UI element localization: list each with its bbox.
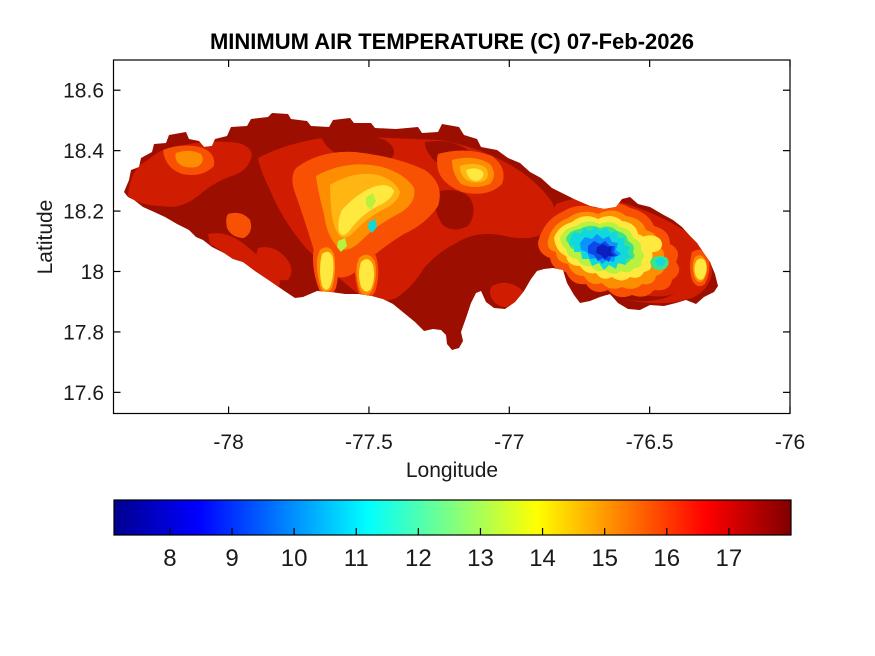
colorbar-tick-label: 14 (529, 545, 556, 572)
colorbar (113, 499, 792, 536)
y-tick-label: 18.6 (63, 80, 104, 103)
x-tick-label: -77.5 (345, 431, 393, 454)
contour-darkred-center-right (434, 190, 474, 230)
contour-ygreen-central-sliver-1 (366, 193, 376, 210)
contour-redorange-sw-small (226, 212, 252, 238)
contour-ygreen-central-sliver-2 (337, 238, 347, 252)
x-tick-label: -76 (775, 431, 805, 454)
colorbar-ticks: 8 9 10 11 12 13 14 15 16 17 (163, 528, 742, 572)
contour-yellow-central-diagonal (338, 185, 394, 236)
chart-title: MINIMUM AIR TEMPERATURE (C) 07-Feb-2026 (210, 29, 694, 54)
contour-yellow-sw-streak-1 (320, 251, 334, 290)
colorbar-tick-label: 12 (405, 545, 432, 572)
colorbar-tick-label: 8 (163, 545, 176, 572)
jamaica-temperature-map (124, 113, 718, 350)
colorbar-tick-label: 11 (344, 545, 369, 572)
x-tick-label: -77 (494, 431, 524, 454)
x-axis-label: Longitude (406, 459, 498, 482)
axes-ticks: -78 -77.5 -77 -76.5 -76 18.6 18.4 18.2 18 17.8 17.… (63, 60, 805, 454)
y-axis-label: Latitude (34, 200, 57, 275)
contour-yellow-east-spot (638, 235, 663, 253)
contour-red-southwest-patch (256, 247, 292, 281)
contour-orange-northwest (175, 150, 203, 168)
colorbar-tick-label: 17 (716, 545, 743, 572)
contour-yellow-east-streak-core (694, 258, 707, 280)
colorbar-tick-label: 15 (591, 545, 618, 572)
contour-red-southwest-band (208, 233, 280, 288)
colorbar-tick-label: 9 (225, 545, 238, 572)
contour-fill-layers (128, 132, 712, 308)
colorbar-tick-label: 13 (467, 545, 494, 572)
y-tick-label: 18.4 (63, 140, 104, 163)
y-tick-label: 17.6 (63, 382, 104, 405)
colorbar-tick-label: 16 (653, 545, 680, 572)
y-tick-label: 17.8 (63, 321, 104, 344)
contour-darkblue-peak-core (596, 244, 614, 260)
y-tick-label: 18.2 (63, 201, 104, 224)
contour-cyan-east-dot (656, 257, 666, 266)
y-tick-label: 18 (81, 261, 104, 284)
contour-cyan-central-sliver (368, 219, 377, 233)
contour-yellow-sw-streak-2 (359, 259, 375, 292)
x-tick-label: -76.5 (626, 431, 674, 454)
contour-yellow-north-central-core (466, 168, 484, 181)
colorbar-tick-label: 10 (281, 545, 308, 572)
x-tick-label: -78 (213, 431, 243, 454)
plot-box-frame (112, 59, 791, 415)
